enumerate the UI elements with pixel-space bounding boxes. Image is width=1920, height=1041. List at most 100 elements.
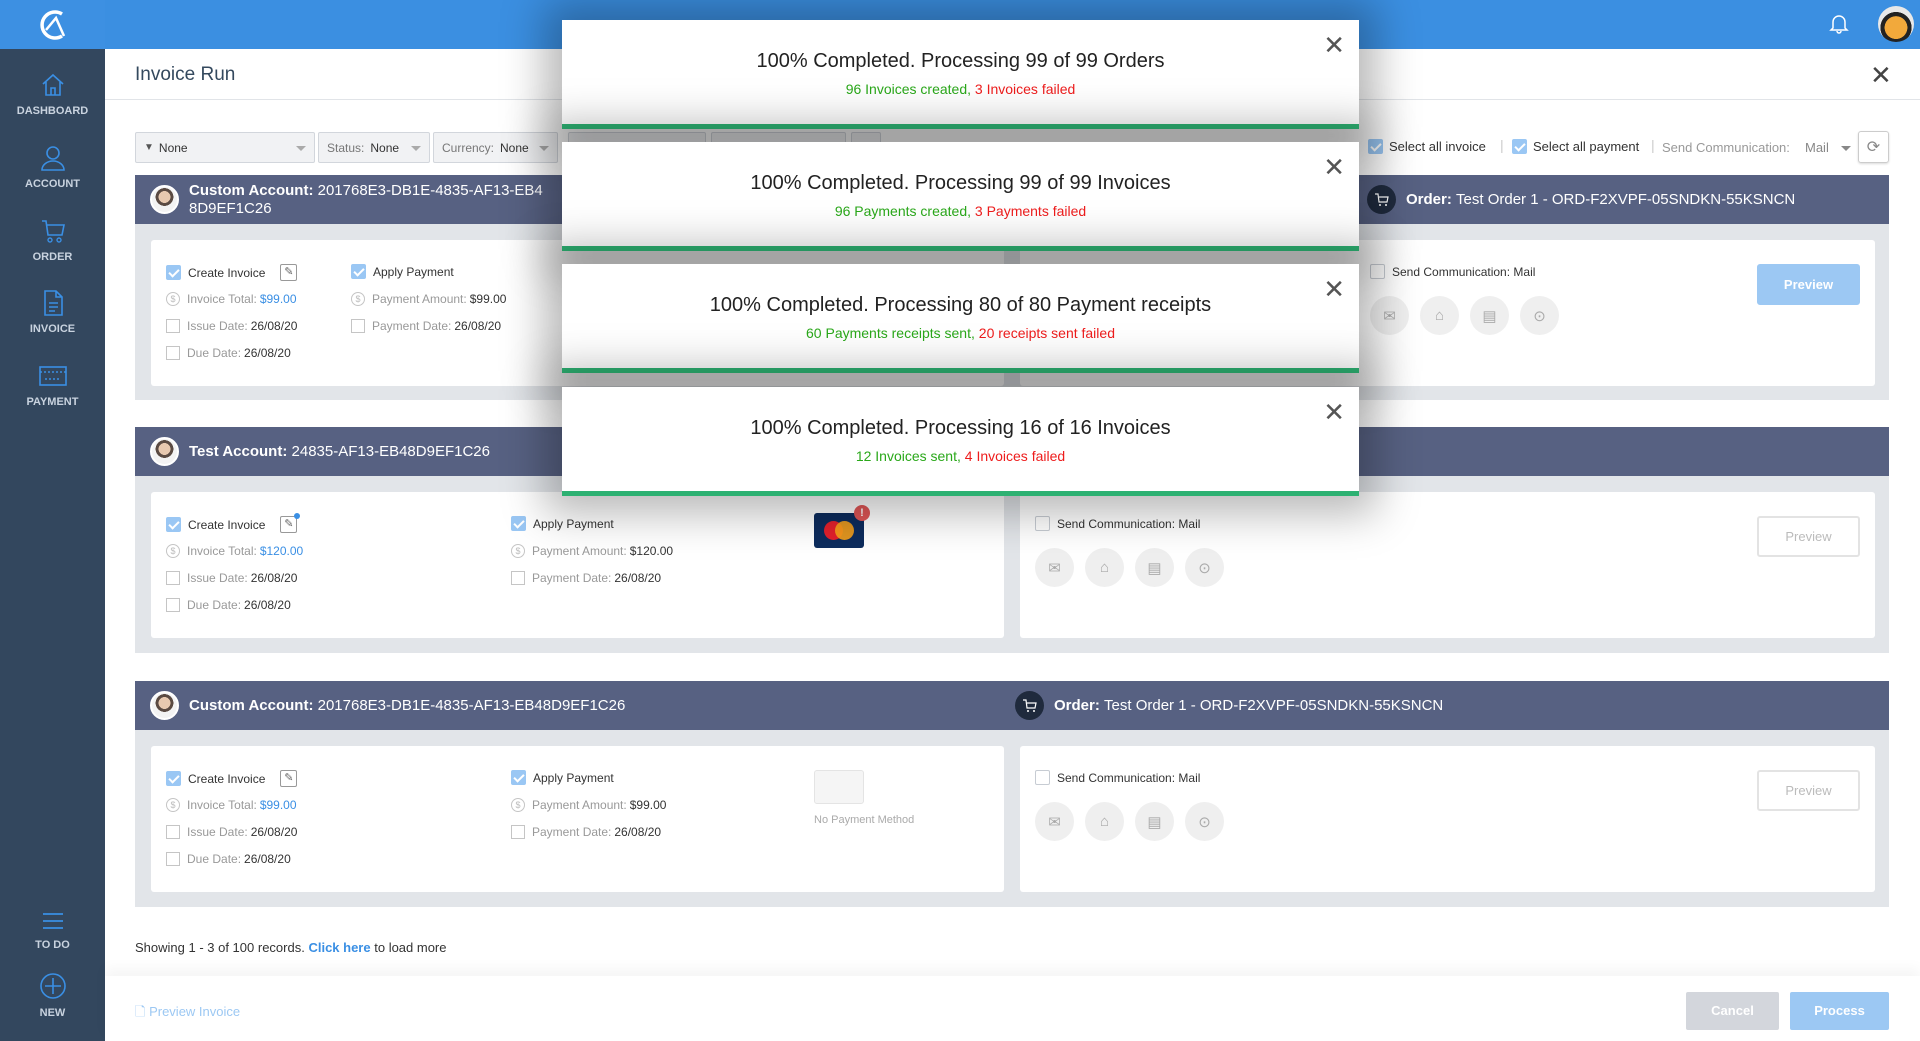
sidebar-item-new[interactable]: NEW bbox=[0, 971, 105, 1019]
send-communication-checkbox[interactable] bbox=[1035, 516, 1050, 531]
plus-circle-icon bbox=[39, 973, 66, 999]
preview-invoice-link[interactable]: 🗋 Preview Invoice bbox=[135, 1003, 240, 1025]
create-invoice-row[interactable]: Create Invoice ✎ bbox=[166, 770, 298, 787]
send-communication-dropdown[interactable]: Mail bbox=[1805, 140, 1851, 155]
bell-icon[interactable] bbox=[1828, 12, 1850, 39]
field-value: $99.00 bbox=[469, 292, 507, 306]
currency-dropdown[interactable]: Currency: None bbox=[433, 132, 558, 163]
field-value: $99.00 bbox=[259, 798, 297, 812]
field-row: $ Payment Amount: $120.00 bbox=[511, 544, 673, 558]
send-communication-row[interactable]: Send Communication: Mail bbox=[1035, 516, 1200, 531]
select-all-invoice[interactable]: Select all invoice bbox=[1368, 139, 1486, 154]
field-label: Payment Date: bbox=[532, 571, 612, 585]
apply-payment-checkbox[interactable] bbox=[511, 770, 526, 785]
close-dialog-button[interactable]: ✕ bbox=[1323, 152, 1345, 182]
field-label: Payment Date: bbox=[532, 825, 612, 839]
preview-button[interactable]: Preview bbox=[1757, 264, 1860, 305]
edit-icon[interactable]: ✎ bbox=[280, 770, 298, 787]
sms-icon[interactable]: ▤ bbox=[1470, 296, 1509, 335]
refresh-button[interactable]: ⟳ bbox=[1858, 131, 1889, 163]
close-dialog-button[interactable]: ✕ bbox=[1323, 274, 1345, 304]
process-button[interactable]: Process bbox=[1790, 992, 1889, 1030]
mail-icon[interactable]: ✉ bbox=[1035, 548, 1074, 587]
mail-icon[interactable]: ✉ bbox=[1035, 802, 1074, 841]
page-title: Invoice Run bbox=[135, 64, 236, 85]
create-invoice-checkbox[interactable] bbox=[166, 265, 181, 280]
sidebar-item-payment[interactable]: PAYMENT bbox=[0, 362, 105, 408]
create-invoice-row[interactable]: Create Invoice ✎ bbox=[166, 264, 298, 281]
failed-count: 3 Payments failed bbox=[974, 203, 1087, 219]
calendar-icon bbox=[166, 571, 180, 585]
load-more-link[interactable]: Click here bbox=[308, 940, 371, 955]
sidebar-item-order[interactable]: ORDER bbox=[0, 217, 105, 263]
order-info: Order: Test Order 1 - ORD-F2XVPF-05SNDKN… bbox=[1015, 691, 1443, 720]
close-dialog-button[interactable]: ✕ bbox=[1323, 397, 1345, 427]
user-icon bbox=[40, 146, 65, 171]
cancel-button[interactable]: Cancel bbox=[1686, 992, 1779, 1030]
account-info: Custom Account: 201768E3-DB1E-4835-AF13-… bbox=[150, 179, 549, 220]
voicemail-icon[interactable]: ⊙ bbox=[1185, 548, 1224, 587]
field-label: Payment Amount: bbox=[532, 544, 627, 558]
sidebar-item-invoice[interactable]: INVOICE bbox=[0, 289, 105, 335]
field-row: Payment Date: 26/08/20 bbox=[511, 825, 661, 839]
success-count: 60 Payments receipts sent, bbox=[806, 325, 975, 341]
create-invoice-checkbox[interactable] bbox=[166, 771, 181, 786]
field-label: Due Date: bbox=[187, 346, 242, 360]
apply-payment-checkbox[interactable] bbox=[351, 264, 366, 279]
field-row: Payment Date: 26/08/20 bbox=[351, 319, 501, 333]
apply-payment-checkbox[interactable] bbox=[511, 516, 526, 531]
account-info: Test Account: 24835-AF13-EB48D9EF1C26 bbox=[150, 437, 490, 466]
apply-payment-row[interactable]: Apply Payment bbox=[351, 264, 454, 279]
open-mail-icon[interactable]: ⌂ bbox=[1085, 802, 1124, 841]
sms-icon[interactable]: ▤ bbox=[1135, 802, 1174, 841]
user-avatar[interactable] bbox=[1878, 6, 1914, 42]
communication-card: Send Communication: Mail ✉ ⌂ ▤ ⊙ Preview bbox=[1020, 746, 1875, 892]
preview-button[interactable]: Preview bbox=[1757, 770, 1860, 811]
select-all-payment-checkbox[interactable] bbox=[1512, 139, 1527, 154]
filter-dropdown[interactable]: ▼ None bbox=[135, 132, 315, 163]
send-communication-row[interactable]: Send Communication: Mail bbox=[1370, 264, 1535, 279]
voicemail-icon[interactable]: ⊙ bbox=[1520, 296, 1559, 335]
field-value: 26/08/20 bbox=[250, 571, 298, 585]
select-all-invoice-checkbox[interactable] bbox=[1368, 139, 1383, 154]
field-label: Invoice Total: bbox=[187, 798, 257, 812]
send-communication-checkbox[interactable] bbox=[1035, 770, 1050, 785]
sidebar-item-todo[interactable]: TO DO bbox=[0, 909, 105, 951]
progress-dialog: ✕ 100% Completed. Processing 99 of 99 In… bbox=[562, 142, 1359, 251]
sidebar-item-account[interactable]: ACCOUNT bbox=[0, 144, 105, 190]
dollar-icon: $ bbox=[511, 798, 525, 812]
edit-icon[interactable]: ✎ bbox=[280, 264, 298, 281]
select-all-payment[interactable]: Select all payment bbox=[1512, 139, 1639, 154]
logo-icon[interactable] bbox=[0, 0, 105, 49]
edit-icon[interactable]: ✎ bbox=[280, 513, 301, 533]
create-invoice-checkbox[interactable] bbox=[166, 517, 181, 532]
calendar-icon bbox=[166, 319, 180, 333]
send-communication-checkbox[interactable] bbox=[1370, 264, 1385, 279]
cart-icon bbox=[41, 220, 65, 243]
voicemail-icon[interactable]: ⊙ bbox=[1185, 802, 1224, 841]
send-communication-row[interactable]: Send Communication: Mail bbox=[1035, 770, 1200, 785]
mail-icon[interactable]: ✉ bbox=[1370, 296, 1409, 335]
close-page-button[interactable]: ✕ bbox=[1870, 60, 1892, 90]
field-value: $120.00 bbox=[259, 544, 304, 558]
create-invoice-row[interactable]: Create Invoice ✎ bbox=[166, 513, 301, 533]
close-dialog-button[interactable]: ✕ bbox=[1323, 30, 1345, 60]
open-mail-icon[interactable]: ⌂ bbox=[1085, 548, 1124, 587]
credit-card-icon bbox=[38, 366, 67, 386]
sidebar-item-dashboard[interactable]: DASHBOARD bbox=[0, 71, 105, 117]
apply-payment-row[interactable]: Apply Payment bbox=[511, 770, 614, 785]
preview-button[interactable]: Preview bbox=[1757, 516, 1860, 557]
sms-icon[interactable]: ▤ bbox=[1135, 548, 1174, 587]
open-mail-icon[interactable]: ⌂ bbox=[1420, 296, 1459, 335]
dialog-title: 100% Completed. Processing 99 of 99 Invo… bbox=[750, 172, 1171, 194]
status-dropdown[interactable]: Status: None bbox=[318, 132, 430, 163]
pagination-info: Showing 1 - 3 of 100 records. Click here… bbox=[135, 940, 447, 955]
mastercard-icon[interactable]: ! bbox=[814, 505, 870, 548]
field-label: Due Date: bbox=[187, 598, 242, 612]
filter-icon: ▼ bbox=[144, 142, 154, 153]
account-label: Custom Account: bbox=[189, 697, 314, 714]
separator: | bbox=[1500, 137, 1504, 153]
apply-payment-row[interactable]: Apply Payment bbox=[511, 516, 614, 531]
preview-invoice-label: Preview Invoice bbox=[149, 1004, 241, 1019]
create-invoice-label: Create Invoice bbox=[188, 265, 266, 280]
